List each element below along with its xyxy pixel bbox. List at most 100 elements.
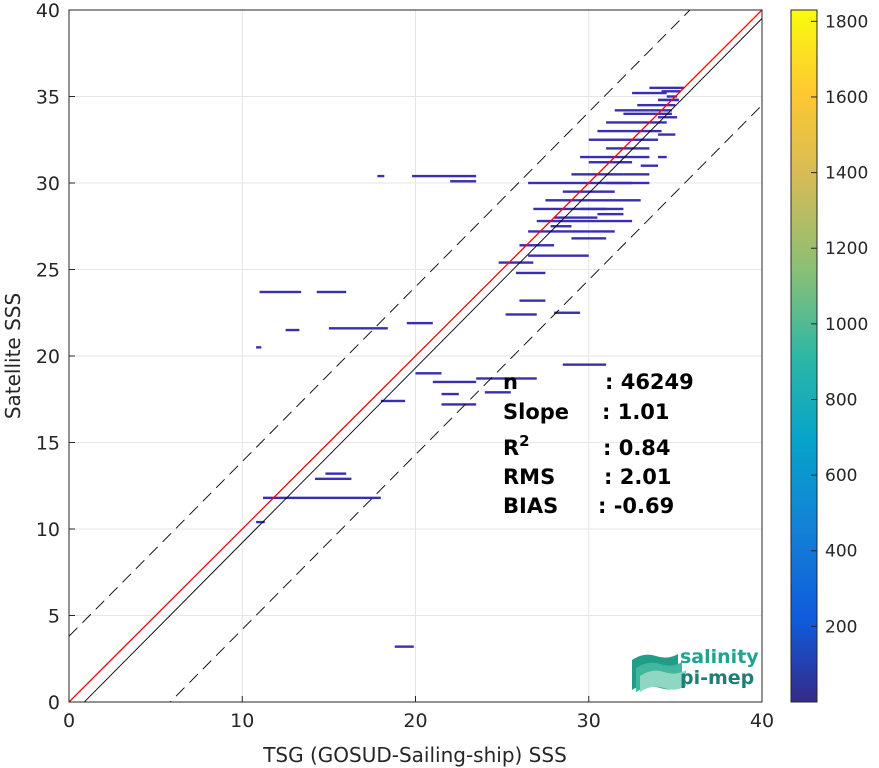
density-bin-22 bbox=[505, 313, 537, 316]
colorbar-tick-label-4: 1000 bbox=[825, 315, 868, 335]
colorbar-tick-label-8: 1800 bbox=[825, 12, 868, 32]
density-bin-54 bbox=[658, 133, 676, 136]
density-bin-16 bbox=[484, 391, 511, 394]
density-bin-58 bbox=[658, 155, 667, 159]
density-bin-3 bbox=[328, 327, 388, 330]
density-bin-9 bbox=[380, 399, 406, 403]
y-tick-label-4: 20 bbox=[36, 346, 60, 368]
x-axis-label: TSG (GOSUD-Sailing-ship) SSS bbox=[262, 743, 567, 767]
density-bin-25 bbox=[515, 271, 546, 275]
x-tick-label-3: 30 bbox=[577, 710, 601, 732]
density-bin-47 bbox=[597, 212, 624, 216]
density-bin-29 bbox=[536, 219, 633, 223]
x-tick-labels: 0 10 20 30 40 bbox=[63, 696, 774, 732]
stat-value-0: : 46249 bbox=[605, 370, 694, 394]
y-tick-label-1: 5 bbox=[48, 606, 60, 628]
density-bin-18 bbox=[325, 472, 347, 475]
y-tick-label-8: 40 bbox=[36, 0, 60, 22]
density-bin-43 bbox=[614, 109, 650, 112]
stat-value-1: : 1.01 bbox=[602, 400, 670, 424]
logo-text-pimep: pi-mep bbox=[680, 667, 754, 689]
density-bin-14 bbox=[441, 392, 459, 396]
colorbar-tick-label-6: 1400 bbox=[825, 164, 868, 184]
density-bin-50 bbox=[640, 164, 659, 167]
density-bin-17 bbox=[315, 477, 352, 481]
colorbar-tick-label-1: 400 bbox=[825, 542, 857, 562]
y-tick-label-2: 10 bbox=[36, 519, 60, 541]
density-bin-36 bbox=[588, 138, 659, 141]
stat-label-1: Slope bbox=[503, 400, 569, 424]
density-bin-56 bbox=[658, 98, 679, 102]
density-bin-40 bbox=[637, 103, 676, 107]
density-bin-31 bbox=[545, 199, 641, 202]
dashed-lower-line bbox=[169, 104, 762, 702]
density-bin-2 bbox=[285, 328, 300, 332]
colorbar-tick-label-0: 200 bbox=[825, 617, 857, 637]
density-bin-5 bbox=[256, 346, 262, 349]
density-bin-4 bbox=[406, 321, 433, 325]
logo-text-salinity: salinity bbox=[680, 646, 759, 668]
stat-value-3: : 2.01 bbox=[604, 465, 672, 489]
density-bin-20 bbox=[256, 520, 265, 524]
y-tick-label-5: 25 bbox=[36, 260, 60, 282]
x-tick-label-4: 40 bbox=[750, 710, 774, 732]
reference-lines bbox=[69, 10, 762, 702]
stat-value-2: : 0.84 bbox=[603, 436, 671, 460]
density-bin-55 bbox=[658, 116, 678, 119]
density-bin-21 bbox=[394, 645, 414, 648]
density-bin-38 bbox=[606, 121, 667, 124]
y-tick-label-6: 30 bbox=[36, 173, 60, 195]
density-bin-6 bbox=[377, 174, 385, 178]
density-bin-52 bbox=[666, 95, 678, 98]
colorbar-tick-labels: 200 400 600 800 1000 1200 1400 1600 1800 bbox=[811, 12, 868, 637]
colorbar-tick-label-7: 1600 bbox=[825, 88, 868, 108]
density-bin-41 bbox=[632, 91, 667, 95]
density-bin-51 bbox=[661, 90, 681, 93]
density-bin-49 bbox=[554, 216, 598, 219]
dashed-upper-line bbox=[69, 10, 691, 637]
density-bin-48 bbox=[571, 237, 607, 240]
density-bin-0 bbox=[259, 290, 302, 294]
x-tick-label-1: 10 bbox=[230, 710, 254, 732]
stat-label-0: n bbox=[503, 370, 518, 394]
y-axis-label: Satellite SSS bbox=[1, 293, 25, 419]
density-bin-45 bbox=[606, 147, 650, 150]
density-bin-62 bbox=[550, 225, 572, 228]
colorbar-gradient bbox=[790, 9, 818, 703]
density-bin-37 bbox=[597, 129, 662, 133]
density-bin-27 bbox=[528, 254, 589, 257]
y-tick-labels: 0 5 10 15 20 25 30 35 40 bbox=[36, 0, 75, 714]
density-bin-12 bbox=[476, 377, 537, 380]
colorbar-tick-label-5: 1200 bbox=[825, 239, 868, 259]
density-bin-30 bbox=[533, 207, 607, 211]
density-bin-10 bbox=[415, 372, 442, 375]
density-bin-24 bbox=[498, 261, 534, 264]
colorbar: 200 400 600 800 1000 1200 1400 1600 1800 bbox=[790, 9, 868, 703]
density-bin-19 bbox=[263, 496, 381, 500]
x-tick-label-2: 20 bbox=[403, 710, 427, 732]
stat-label-3: RMS bbox=[503, 465, 555, 489]
y-tick-label-7: 35 bbox=[36, 87, 60, 109]
y-tick-label-0: 0 bbox=[48, 692, 60, 714]
density-bin-39 bbox=[623, 112, 672, 115]
colorbar-tick-label-3: 800 bbox=[825, 390, 857, 410]
density-bin-13 bbox=[562, 363, 607, 366]
density-bin-11 bbox=[432, 380, 477, 384]
regression-line bbox=[83, 18, 762, 702]
density-bin-33 bbox=[562, 190, 615, 193]
density-bin-15 bbox=[441, 403, 477, 406]
y-tick-label-3: 15 bbox=[36, 433, 60, 455]
density-bin-59 bbox=[623, 173, 650, 176]
density-bin-7 bbox=[412, 174, 477, 178]
wave-logo-icon bbox=[632, 654, 686, 692]
density-bin-1 bbox=[316, 290, 347, 294]
density-bin-60 bbox=[606, 181, 633, 185]
density-bin-57 bbox=[649, 86, 685, 90]
one-to-one-line bbox=[69, 10, 762, 702]
stat-label-4: BIAS bbox=[503, 494, 558, 518]
stat-value-4: : -0.69 bbox=[598, 494, 674, 518]
density-bin-61 bbox=[580, 207, 624, 211]
density-bin-46 bbox=[519, 299, 546, 302]
